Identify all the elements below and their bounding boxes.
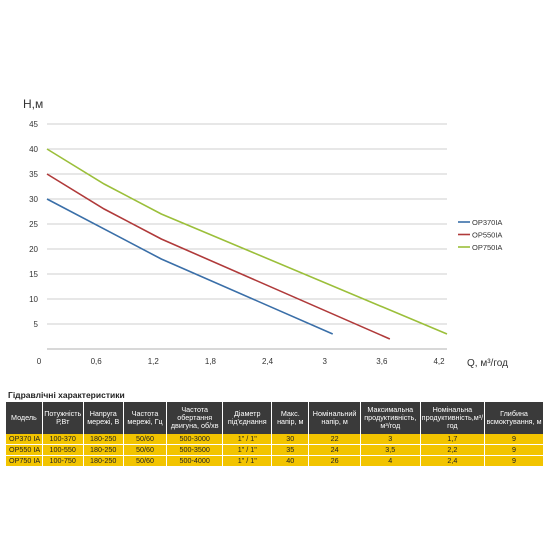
y-tick-label: 40 bbox=[29, 145, 38, 154]
x-axis-label: Q, м³/год bbox=[467, 358, 508, 369]
x-tick-label: 0,6 bbox=[91, 357, 103, 366]
table-cell: 180-250 bbox=[83, 434, 124, 445]
x-tick-labels: 0 0,6 1,2 1,8 2,4 3 3,6 4,2 bbox=[37, 357, 445, 366]
x-tick-label: 3,6 bbox=[376, 357, 388, 366]
y-axis-label: H,м bbox=[23, 97, 43, 111]
y-tick-label: 30 bbox=[29, 195, 38, 204]
column-header: Частота обертання двигуна, об/хв bbox=[166, 402, 224, 434]
model-cell: OP750 IA bbox=[6, 455, 43, 467]
table-cell: 100-550 bbox=[42, 444, 84, 456]
model-cell: OP550 IA bbox=[6, 444, 43, 456]
table-cell: 9 bbox=[484, 444, 544, 456]
table-cell: 1,7 bbox=[420, 434, 486, 445]
table-cell: 1" / 1" bbox=[222, 455, 273, 467]
table-title: Гідравлічні характеристики bbox=[8, 390, 125, 400]
table-cell: 1" / 1" bbox=[222, 434, 273, 445]
column-header: Потужність Р,Вт bbox=[42, 402, 84, 434]
table-cell: 40 bbox=[271, 455, 310, 467]
y-tick-label: 10 bbox=[29, 295, 38, 304]
table-cell: 4 bbox=[360, 455, 421, 467]
legend-label: OP370IA bbox=[472, 218, 502, 227]
column-header: Частота мережі, Гц bbox=[123, 402, 168, 434]
grid-lines bbox=[47, 123, 447, 350]
legend: OP370IA OP550IA OP750IA bbox=[458, 218, 502, 252]
series-line-op750ia bbox=[46, 148, 448, 335]
table-cell: 180-250 bbox=[83, 455, 124, 467]
table-cell: 30 bbox=[271, 434, 310, 445]
table-cell: 9 bbox=[484, 434, 544, 445]
series-line-op550ia bbox=[46, 173, 391, 340]
table-cell: 100-750 bbox=[42, 455, 84, 467]
table-row: OP550 IA 100-550 180-250 50/60 500-3500 1" / … bbox=[6, 444, 544, 456]
table-row: OP370 IA 100-370 180-250 50/60 500-3000 1" / … bbox=[6, 434, 544, 445]
table-cell: 3,5 bbox=[360, 444, 421, 456]
table-cell: 50/60 bbox=[123, 455, 168, 467]
table-cell: 9 bbox=[484, 455, 544, 467]
column-header: Макс. напір, м bbox=[271, 402, 310, 434]
y-tick-label: 45 bbox=[29, 120, 38, 129]
table-cell: 24 bbox=[308, 444, 361, 456]
specs-table: Модель Потужність Р,Вт Напруга мережі, В Ча… bbox=[6, 402, 544, 467]
table-cell: 500-3000 bbox=[166, 434, 224, 445]
column-header: Номінальний напір, м bbox=[308, 402, 361, 434]
table-row: OP750 IA 100-750 180-250 50/60 500-4000 1" / … bbox=[6, 455, 544, 467]
y-tick-label: 35 bbox=[29, 170, 38, 179]
table-cell: 2,2 bbox=[420, 444, 486, 456]
table-header-row: Модель Потужність Р,Вт Напруга мережі, В Ча… bbox=[6, 402, 544, 434]
series-line-op370ia bbox=[46, 198, 334, 335]
column-header: Діаметр під'єднання bbox=[222, 402, 273, 434]
column-header: Глибина всмоктування, м bbox=[484, 402, 544, 434]
legend-label: OP750IA bbox=[472, 243, 502, 252]
y-tick-label: 5 bbox=[34, 320, 39, 329]
performance-chart: H,м 5 10 15 20 25 30 35 40 45 0 0,6 1,2 1,8 2,4 3 3,6 4… bbox=[23, 97, 508, 369]
x-tick-label: 1,8 bbox=[205, 357, 217, 366]
column-header: Номінальна продуктивність,м³/год bbox=[420, 402, 486, 434]
table-cell: 2,4 bbox=[420, 455, 486, 467]
table-cell: 50/60 bbox=[123, 444, 168, 456]
x-tick-label: 3 bbox=[322, 357, 327, 366]
table-cell: 100-370 bbox=[42, 434, 84, 445]
x-tick-label: 4,2 bbox=[433, 357, 445, 366]
table-cell: 22 bbox=[308, 434, 361, 445]
x-tick-label: 1,2 bbox=[148, 357, 160, 366]
table-cell: 35 bbox=[271, 444, 310, 456]
column-header: Модель bbox=[6, 402, 43, 434]
y-tick-label: 15 bbox=[29, 270, 38, 279]
column-header: Напруга мережі, В bbox=[83, 402, 124, 434]
table-cell: 50/60 bbox=[123, 434, 168, 445]
y-tick-label: 20 bbox=[29, 245, 38, 254]
y-tick-labels: 5 10 15 20 25 30 35 40 45 bbox=[29, 120, 38, 329]
model-cell: OP370 IA bbox=[6, 434, 43, 445]
table-body: OP370 IA 100-370 180-250 50/60 500-3000 1" / … bbox=[6, 434, 544, 467]
table-cell: 500-4000 bbox=[166, 455, 224, 467]
table-cell: 180-250 bbox=[83, 444, 124, 456]
column-header: Максимальна продуктивність, м³/год bbox=[360, 402, 421, 434]
legend-label: OP550IA bbox=[472, 231, 502, 240]
table-cell: 500-3500 bbox=[166, 444, 224, 456]
y-tick-label: 25 bbox=[29, 220, 38, 229]
x-tick-label: 2,4 bbox=[262, 357, 274, 366]
x-tick-label: 0 bbox=[37, 357, 42, 366]
series-lines bbox=[46, 148, 448, 340]
table-cell: 1" / 1" bbox=[222, 444, 273, 456]
table-cell: 26 bbox=[308, 455, 361, 467]
table-cell: 3 bbox=[360, 434, 421, 445]
